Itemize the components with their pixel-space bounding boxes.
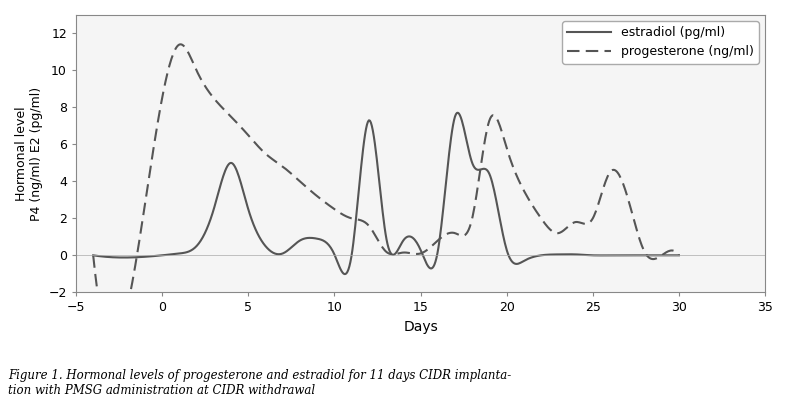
Line: estradiol (pg/ml): estradiol (pg/ml) — [93, 113, 679, 274]
estradiol (pg/ml) — [675, 253, 684, 258]
progesterone (ng/ml) — [675, 253, 684, 258]
Y-axis label: Hormonal level
P4 (ng/ml) E2 (pg/ml): Hormonal level P4 (ng/ml) E2 (pg/ml) — [15, 87, 43, 221]
estradiol (pg/ml) — [88, 253, 98, 258]
progesterone (ng/ml) — [176, 42, 185, 47]
progesterone (ng/ml) — [355, 218, 365, 223]
estradiol (pg/ml) — [435, 239, 444, 244]
progesterone (ng/ml) — [241, 130, 251, 135]
estradiol (pg/ml) — [453, 110, 463, 115]
progesterone (ng/ml) — [108, 341, 117, 346]
Line: progesterone (ng/ml): progesterone (ng/ml) — [93, 45, 679, 343]
estradiol (pg/ml) — [192, 243, 202, 248]
estradiol (pg/ml) — [355, 184, 364, 189]
estradiol (pg/ml) — [531, 254, 541, 259]
estradiol (pg/ml) — [340, 271, 349, 276]
progesterone (ng/ml) — [531, 209, 541, 214]
Text: Figure 1. Hormonal levels of progesterone and estradiol for 11 days CIDR implant: Figure 1. Hormonal levels of progesteron… — [8, 369, 511, 397]
estradiol (pg/ml) — [239, 191, 248, 196]
progesterone (ng/ml) — [481, 130, 491, 135]
estradiol (pg/ml) — [481, 167, 491, 172]
progesterone (ng/ml) — [436, 236, 445, 241]
X-axis label: Days: Days — [403, 320, 438, 334]
progesterone (ng/ml) — [88, 253, 98, 258]
Legend: estradiol (pg/ml), progesterone (ng/ml): estradiol (pg/ml), progesterone (ng/ml) — [562, 21, 759, 63]
progesterone (ng/ml) — [194, 73, 203, 77]
